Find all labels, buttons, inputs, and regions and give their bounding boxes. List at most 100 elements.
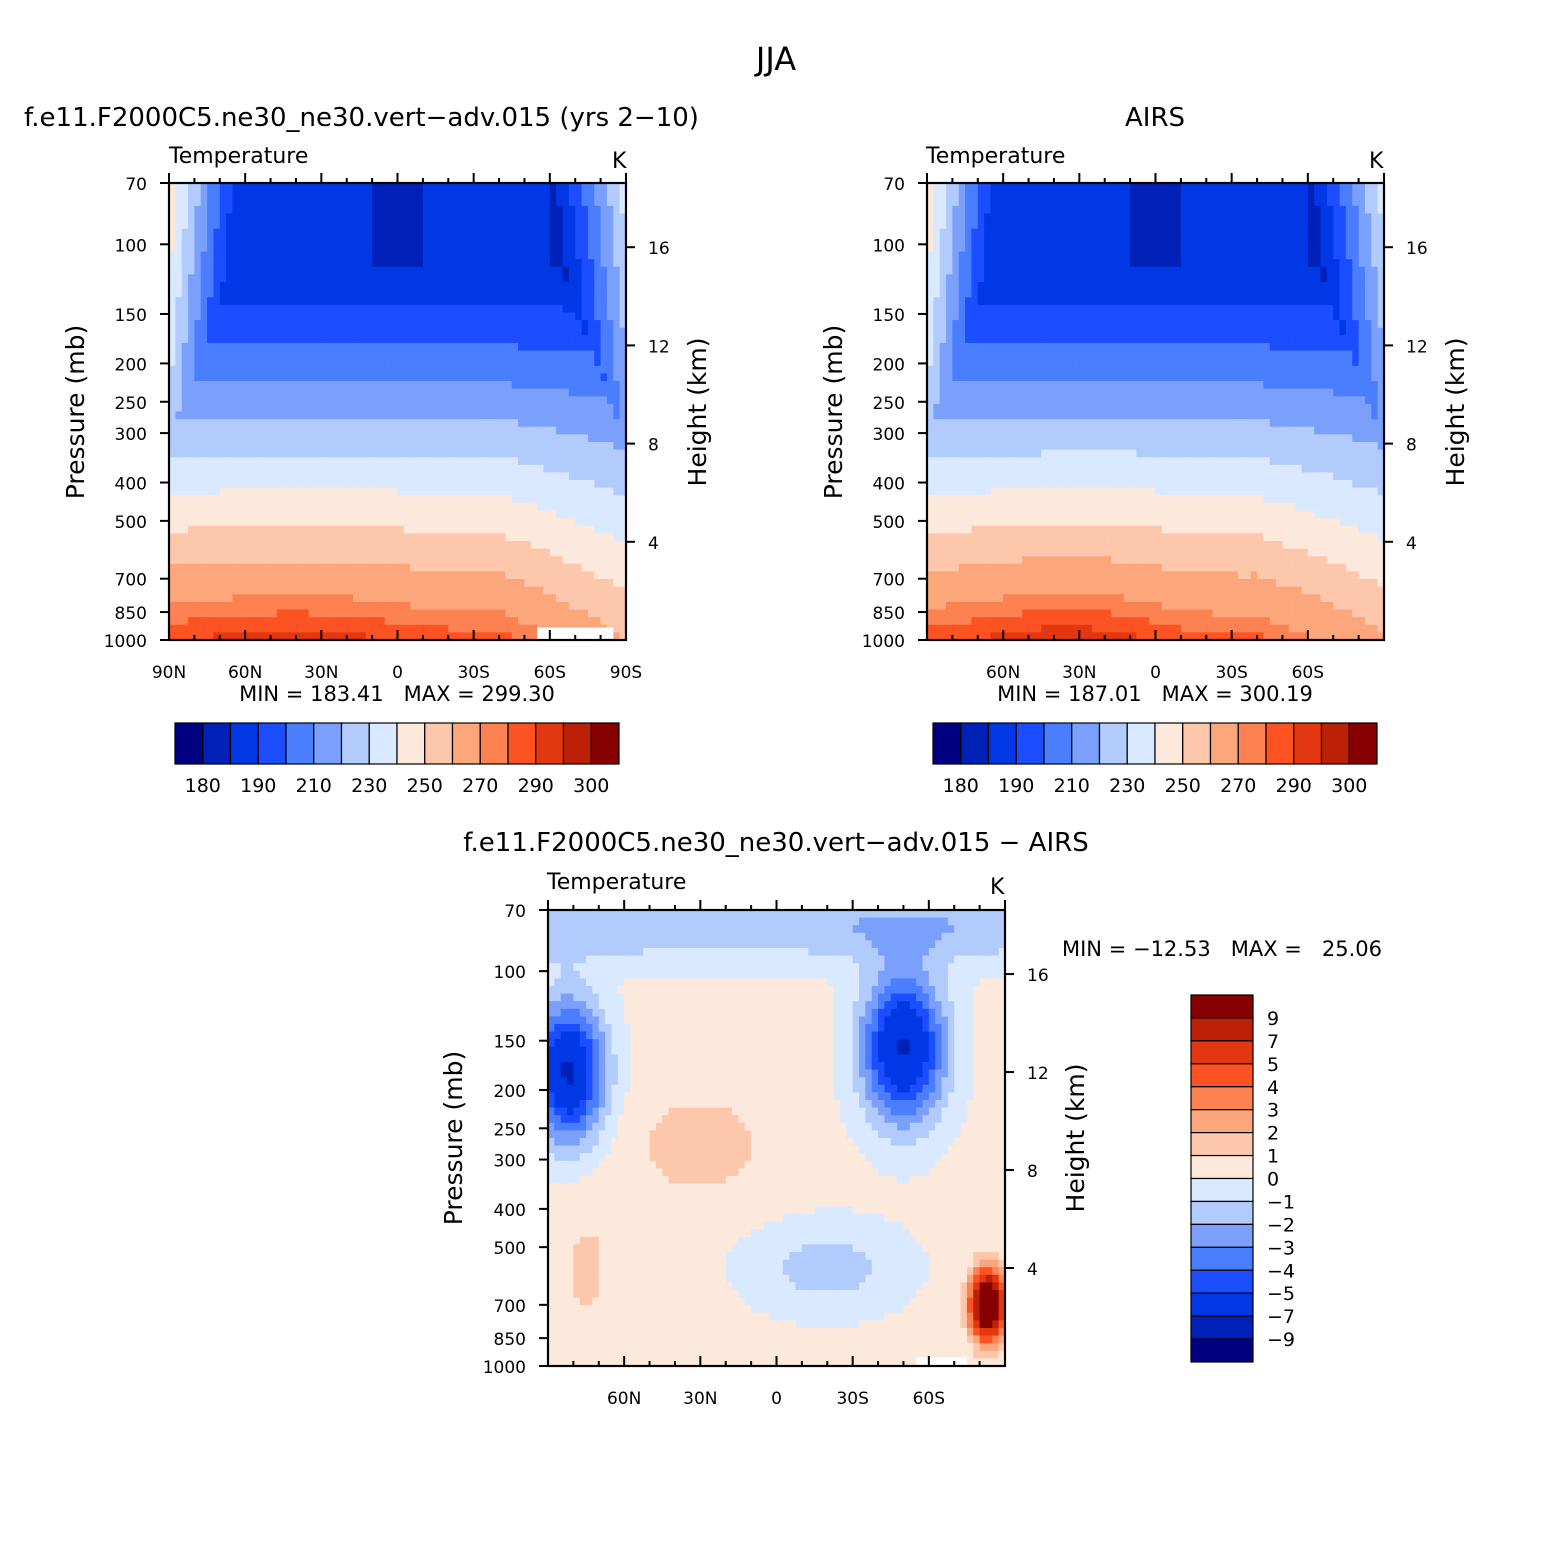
field-cell [499,419,507,428]
field-cell [232,213,240,222]
field-cell [397,312,405,321]
field-cell [314,426,322,435]
field-cell [314,525,322,534]
field-cell [594,183,602,192]
field-cell [454,350,462,359]
field-cell [283,312,291,321]
field-cell [1263,236,1271,245]
field-cell [397,548,405,557]
field-cell [1180,205,1188,215]
field-cell [448,472,456,481]
field-cell [1295,183,1303,192]
field-cell [257,419,265,428]
field-cell [990,228,998,237]
field-cell [194,228,202,237]
field-cell [384,198,392,207]
field-cell [1333,205,1341,215]
field-cell [1320,183,1328,192]
field-cell [492,198,500,207]
field-cell [200,480,208,489]
field-cell [422,228,430,237]
field-cell [480,624,487,633]
field-cell [264,540,272,550]
field-cell [403,365,411,375]
field-cell [429,609,437,618]
field-cell [568,548,576,557]
field-cell [340,624,348,633]
field-cell [422,480,430,489]
field-cell [562,601,570,611]
field-cell [1180,228,1188,237]
field-cell [524,617,532,626]
field-cell [226,556,234,565]
field-cell [473,464,481,474]
field-cell [359,609,367,618]
field-cell [207,457,215,466]
field-cell [613,426,621,435]
field-cell [334,350,341,359]
field-cell [1034,205,1042,215]
field-cell [410,274,418,283]
field-cell [952,183,960,192]
field-cell [524,495,532,504]
field-cell [397,540,405,550]
field-cell [410,571,418,580]
field-cell [499,403,507,413]
field-cell [499,236,507,245]
field-cell [372,594,380,603]
field-cell [391,540,399,550]
field-cell [1187,183,1195,192]
field-cell [1307,221,1315,230]
field-cell [460,579,468,588]
field-cell [188,304,195,314]
field-cell [575,266,583,275]
field-cell [1155,228,1163,237]
field-cell [619,525,626,534]
field-cell [378,579,386,588]
field-cell [422,609,430,618]
field-cell [340,236,348,245]
field-cell [175,617,183,626]
field-cell [391,259,399,268]
field-cell [594,571,602,580]
field-cell [600,601,608,611]
field-cell [346,297,354,306]
field-cell [467,594,475,603]
field-cell [200,373,208,382]
field-cell [441,525,449,534]
field-cell [314,533,322,542]
field-cell [524,510,532,519]
field-cell [169,221,176,230]
field-cell [460,426,468,435]
field-cell [473,632,481,640]
field-cell [245,190,253,199]
field-cell [302,213,310,222]
field-cell [1104,213,1112,222]
field-cell [581,594,589,603]
field-cell [207,312,215,321]
field-cell [581,533,589,542]
field-cell [188,358,195,367]
field-cell [245,594,253,603]
field-cell [391,373,399,382]
field-cell [302,601,310,611]
field-cell [327,289,335,298]
field-cell [264,342,272,352]
field-cell [549,533,557,542]
field-cell [454,236,462,245]
field-cell [264,350,272,359]
field-cell [518,289,526,298]
field-cell [524,259,532,268]
field-cell [359,502,367,512]
field-cell [1307,228,1315,237]
field-cell [302,624,310,633]
field-cell [308,335,316,344]
field-cell [232,327,240,336]
field-cell [403,419,411,428]
field-cell [340,411,348,420]
field-cell [359,213,367,222]
field-cell [429,579,437,588]
field-cell [594,540,602,550]
field-cell [587,213,595,222]
field-cell [965,190,973,199]
